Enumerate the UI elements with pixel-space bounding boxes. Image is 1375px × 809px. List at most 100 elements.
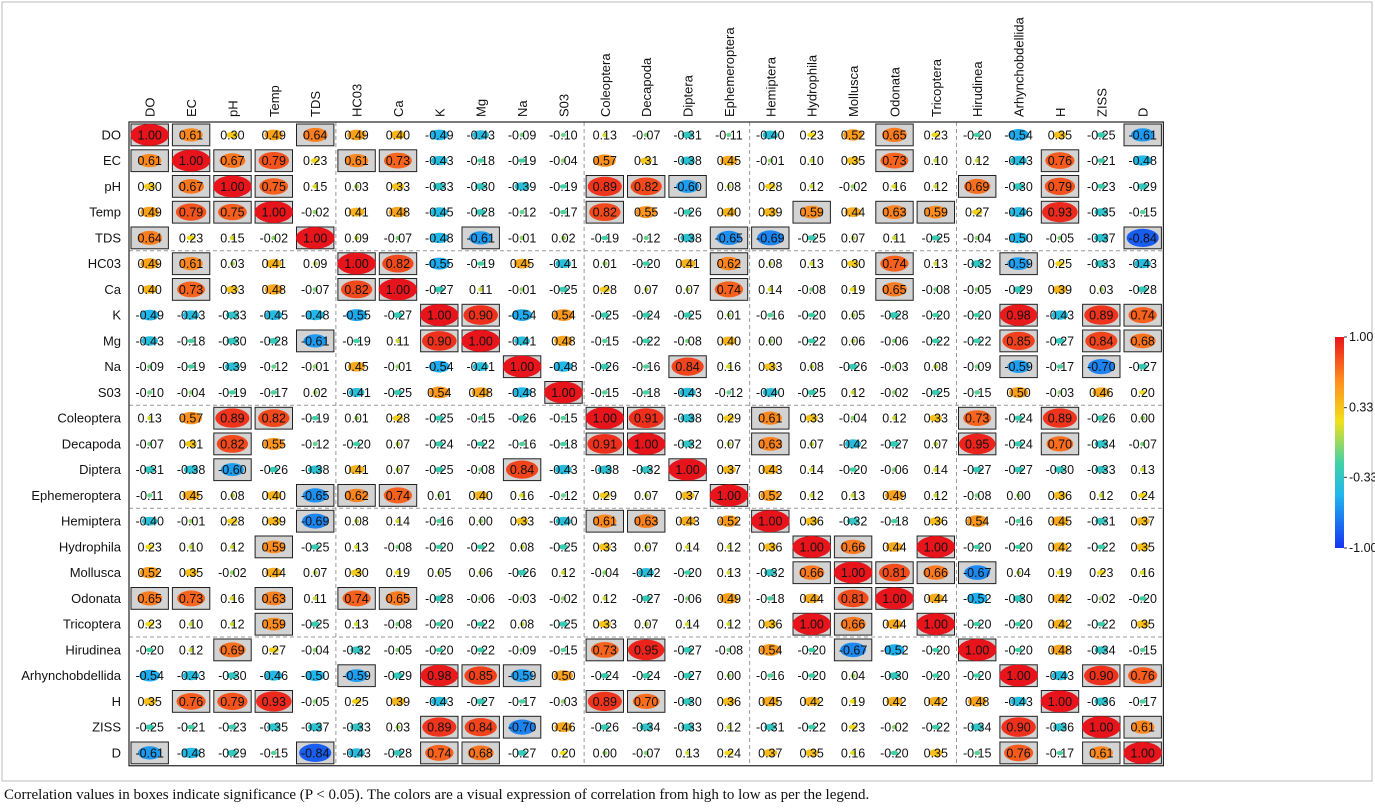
cell-value-label: -0.20: [839, 463, 868, 477]
correlation-ellipse: [968, 696, 987, 707]
correlation-ellipse: [227, 518, 238, 525]
correlation-ellipse: [1131, 720, 1155, 734]
correlation-ellipse: [254, 201, 293, 224]
cell-value-label: -0.54: [425, 360, 454, 374]
correlation-ellipse: [518, 158, 526, 163]
correlation-ellipse: [392, 672, 404, 679]
cell-value-label: -0.34: [1087, 643, 1116, 657]
column-label: Hirudinea: [970, 61, 985, 117]
cell-value-label: 0.05: [427, 566, 451, 580]
correlation-ellipse: [684, 621, 691, 627]
correlation-ellipse: [850, 390, 856, 395]
correlation-ellipse: [555, 464, 572, 475]
correlation-ellipse: [643, 544, 649, 550]
correlation-ellipse: [1051, 310, 1069, 320]
column-label: Ephemeroptera: [722, 27, 737, 117]
correlation-ellipse: [762, 464, 779, 475]
correlation-ellipse: [476, 544, 485, 550]
cell-value-label: 0.73: [593, 643, 617, 657]
cell-value-label: 0.82: [634, 180, 658, 194]
correlation-ellipse: [630, 177, 662, 196]
cell-value-label: 0.15: [303, 180, 327, 194]
cell-value-label: -0.24: [1004, 437, 1033, 451]
cell-value-label: -0.19: [466, 257, 495, 271]
cell-value-label: -0.02: [549, 592, 578, 606]
correlation-ellipse: [1084, 665, 1119, 686]
cell-value-label: -0.25: [549, 283, 578, 297]
cell-value-label: -0.35: [260, 721, 289, 735]
cell-value-label: 0.07: [634, 283, 658, 297]
cell-value-label: 0.11: [386, 334, 409, 348]
correlation-ellipse: [296, 227, 335, 249]
cell-value-label: -0.22: [797, 334, 826, 348]
cell-value-label: 0.01: [427, 489, 451, 503]
correlation-ellipse: [767, 261, 773, 266]
cell-value-label: -0.20: [922, 669, 951, 683]
cell-value-label: 0.12: [882, 412, 906, 426]
correlation-ellipse: [643, 621, 649, 627]
cell-value-label: -0.28: [466, 206, 495, 220]
correlation-ellipse: [1138, 492, 1148, 498]
cell-value-label: 0.89: [427, 721, 451, 735]
correlation-ellipse: [1098, 596, 1104, 601]
correlation-ellipse: [807, 724, 816, 730]
correlation-ellipse: [807, 312, 816, 318]
correlation-ellipse: [434, 441, 444, 447]
cell-value-label: 0.40: [262, 489, 286, 503]
cell-value-label: -0.22: [922, 721, 951, 735]
cell-value-label: 0.69: [220, 643, 244, 657]
correlation-ellipse: [188, 518, 194, 524]
cell-value-label: 0.00: [1006, 489, 1030, 503]
correlation-ellipse: [395, 621, 401, 627]
cell-value-label: -0.15: [963, 746, 992, 760]
cell-value-label: -0.59: [1004, 360, 1033, 374]
cell-value-label: 0.13: [1131, 463, 1155, 477]
correlation-ellipse: [265, 567, 283, 578]
correlation-ellipse: [187, 338, 195, 344]
cell-value-label: 0.14: [386, 515, 410, 529]
cell-value-label: -0.33: [673, 721, 702, 735]
correlation-ellipse: [262, 540, 286, 554]
cell-value-label: 0.62: [344, 489, 368, 503]
correlation-ellipse: [392, 312, 404, 318]
cell-value-label: -0.17: [1046, 360, 1075, 374]
cell-value-label: -0.15: [260, 746, 289, 760]
cell-value-label: -0.01: [301, 360, 330, 374]
cell-value-label: -0.42: [839, 437, 868, 451]
cell-value-label: 0.12: [220, 540, 244, 554]
cell-value-label: -0.03: [508, 592, 537, 606]
cell-value-label: 0.82: [344, 283, 368, 297]
correlation-ellipse: [559, 184, 568, 189]
column-label: DO: [143, 98, 158, 118]
correlation-ellipse: [767, 338, 773, 344]
correlation-ellipse: [395, 544, 401, 550]
column-label: Odonata: [887, 66, 902, 117]
cell-value-label: -0.12: [508, 206, 537, 220]
correlation-ellipse: [602, 596, 608, 601]
correlation-ellipse: [267, 723, 281, 731]
correlation-ellipse: [714, 281, 744, 298]
correlation-ellipse: [391, 182, 405, 190]
row-label: Tricoptera: [63, 617, 122, 632]
cell-value-label: -0.36: [1087, 695, 1116, 709]
correlation-ellipse: [1014, 441, 1024, 447]
cell-value-label: -0.25: [425, 463, 454, 477]
correlation-ellipse: [806, 389, 817, 396]
correlation-ellipse: [804, 517, 819, 525]
cell-value-label: -0.32: [673, 437, 702, 451]
cell-value-label: -0.15: [591, 386, 620, 400]
cell-value-label: 0.90: [427, 334, 451, 348]
cell-value-label: -0.06: [673, 592, 702, 606]
correlation-ellipse: [1014, 621, 1023, 627]
cell-value-label: -0.43: [1046, 309, 1075, 323]
column-label: Arhynchobdellida: [1012, 16, 1027, 117]
column-label: Hemiptera: [763, 56, 778, 117]
correlation-ellipse: [602, 261, 608, 266]
cell-value-label: 0.74: [717, 283, 741, 297]
cell-value-label: -0.43: [425, 154, 454, 168]
correlation-ellipse: [554, 335, 573, 347]
correlation-ellipse: [726, 312, 732, 318]
cell-value-label: 1.00: [965, 643, 989, 657]
cell-value-label: -0.49: [135, 309, 164, 323]
